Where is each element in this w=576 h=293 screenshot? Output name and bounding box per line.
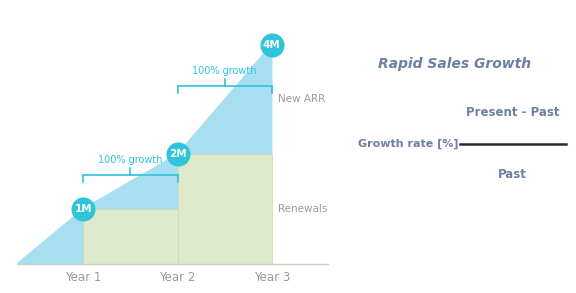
Text: New ARR: New ARR bbox=[278, 94, 325, 104]
Point bbox=[267, 42, 276, 47]
Text: 100% growth: 100% growth bbox=[192, 66, 257, 76]
Text: 1M: 1M bbox=[74, 204, 92, 214]
Text: Renewals: Renewals bbox=[278, 204, 328, 214]
Text: Rapid Sales Growth: Rapid Sales Growth bbox=[378, 57, 532, 71]
Text: Present - Past: Present - Past bbox=[466, 106, 559, 119]
Point bbox=[79, 207, 88, 211]
Text: Growth rate [%]: Growth rate [%] bbox=[358, 138, 458, 149]
Text: 4M: 4M bbox=[263, 40, 281, 50]
Bar bbox=[177, 154, 272, 264]
Text: 100% growth: 100% growth bbox=[98, 155, 162, 165]
Polygon shape bbox=[17, 45, 272, 264]
Point bbox=[173, 152, 182, 156]
Text: 2M: 2M bbox=[169, 149, 186, 159]
Text: Past: Past bbox=[498, 168, 527, 181]
Bar bbox=[84, 209, 177, 264]
